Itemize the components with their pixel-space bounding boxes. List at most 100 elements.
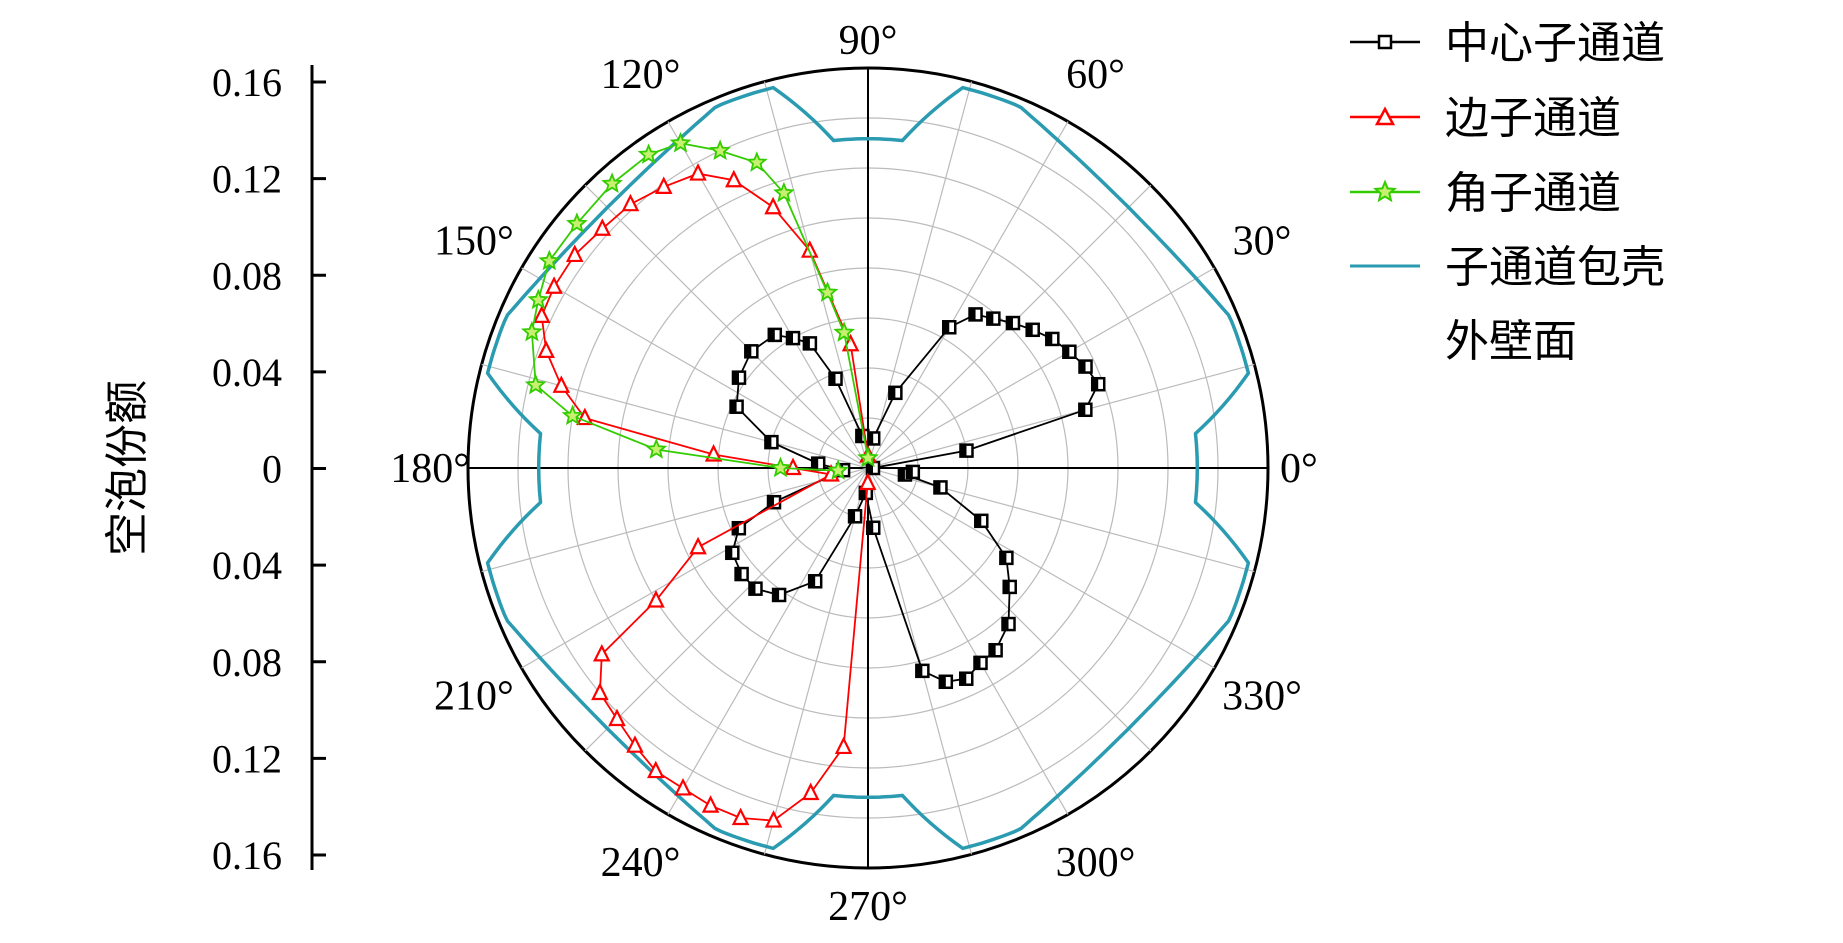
data-point-fill [856, 429, 863, 442]
data-point [816, 281, 839, 302]
data-point-fill [975, 514, 982, 527]
data-point [689, 163, 707, 181]
data-point-fill [859, 486, 866, 499]
data-point [532, 305, 551, 323]
data-point [709, 139, 731, 161]
data-point [647, 590, 665, 608]
radial-tick-label: 0.04 [212, 350, 282, 395]
legend-label-center: 中心子通道 [1445, 18, 1665, 69]
grid-spoke [584, 467, 869, 752]
grid-spoke [584, 184, 869, 469]
data-point [669, 131, 692, 153]
data-point [601, 172, 623, 193]
data-point [800, 240, 819, 258]
data-point [764, 810, 783, 828]
data-point [654, 176, 673, 194]
data-point-fill [735, 568, 742, 581]
data-point [769, 456, 792, 478]
data-point-fill [943, 321, 950, 334]
angle-label: 240° [601, 840, 681, 886]
series-line [530, 142, 869, 472]
data-point-fill [867, 462, 873, 474]
radial-tick-label: 0.12 [212, 736, 282, 781]
data-point [725, 169, 743, 188]
data-point-fill [773, 588, 780, 601]
data-point [645, 438, 668, 459]
legend-item-corner-subchannel: 角子通道 [1350, 168, 1621, 219]
angle-label: 120° [601, 52, 681, 98]
data-point [858, 472, 877, 491]
data-point [674, 777, 692, 796]
grid-spoke [763, 467, 869, 855]
data-point [834, 736, 853, 755]
grid-spoke [867, 467, 1069, 815]
data-point-fill [732, 371, 739, 384]
legend-square-marker [1377, 34, 1393, 50]
data-point [827, 459, 849, 480]
data-point-fill [960, 444, 967, 457]
angle-label: 30° [1233, 219, 1292, 265]
legend-label-corner: 角子通道 [1445, 168, 1621, 219]
data-point-fill [1079, 403, 1086, 416]
data-point [537, 340, 555, 358]
angle-label: 270° [828, 884, 908, 930]
radial-axis: 0.16 0.12 0.08 0.04 0 0.04 0.08 0.12 0.16 [212, 60, 326, 878]
data-point-fill [726, 546, 733, 559]
data-point-fill [1026, 323, 1033, 336]
data-point-fill [787, 332, 793, 345]
data-point [593, 218, 612, 236]
data-point [545, 276, 563, 294]
grid-spoke [521, 467, 869, 669]
data-point [592, 643, 611, 662]
data-point-fill [916, 664, 923, 677]
data-point [731, 807, 750, 826]
data-point-fill [987, 312, 994, 325]
grid-spoke [867, 363, 1255, 469]
data-point-fill [974, 656, 981, 669]
y-axis-label: 空泡份额 [102, 380, 153, 556]
data-point [524, 373, 547, 395]
series-line [540, 172, 869, 822]
angle-label: 180° [390, 446, 470, 492]
data-point [538, 249, 561, 271]
series-1 [532, 163, 877, 828]
grid-spoke [867, 467, 1215, 669]
radial-tick-label: 0 [262, 447, 282, 492]
radial-axis-ticks: 0.16 0.12 0.08 0.04 0 0.04 0.08 0.12 0.16 [212, 60, 326, 878]
radial-tick-label: 0.08 [212, 640, 282, 685]
data-point-fill [749, 582, 756, 595]
data-point-fill [803, 337, 810, 350]
data-point-fill [867, 432, 874, 445]
angle-label: 150° [434, 219, 514, 265]
data-point [701, 795, 720, 813]
data-point [552, 375, 571, 393]
data-point-fill [768, 328, 775, 341]
data-point-fill [1006, 317, 1013, 330]
data-point-fill [969, 308, 976, 321]
data-point [689, 536, 707, 555]
angle-label: 210° [434, 674, 514, 720]
angle-label: 300° [1056, 840, 1136, 886]
data-point-fill [898, 468, 905, 481]
series-0 [725, 307, 1106, 690]
angle-labels: 0° 30° 60° 90° 120° 150° 180° 210° 240° 270° 300° 3… [390, 18, 1318, 930]
data-point [591, 682, 609, 701]
data-point [646, 760, 665, 779]
data-point-fill [849, 510, 856, 523]
data-point-fill [989, 644, 996, 657]
legend-item-edge-subchannel: 边子通道 [1350, 93, 1621, 144]
data-point-fill [768, 496, 775, 509]
legend: 中心子通道 边子通道 角子通道 子通道包壳 外壁面 [1350, 18, 1665, 367]
data-point-fill [732, 522, 739, 535]
data-point [764, 196, 782, 215]
data-point-fill [1003, 580, 1010, 593]
angle-label: 90° [839, 18, 898, 64]
series-layer [520, 131, 1106, 828]
data-point [566, 212, 588, 233]
angle-label: 0° [1280, 446, 1318, 492]
data-point-fill [1079, 360, 1086, 373]
legend-label-cladding-line2: 外壁面 [1445, 316, 1577, 367]
radial-tick-label: 0.16 [212, 833, 282, 878]
data-point [773, 181, 795, 203]
data-point-fill [1063, 345, 1070, 358]
